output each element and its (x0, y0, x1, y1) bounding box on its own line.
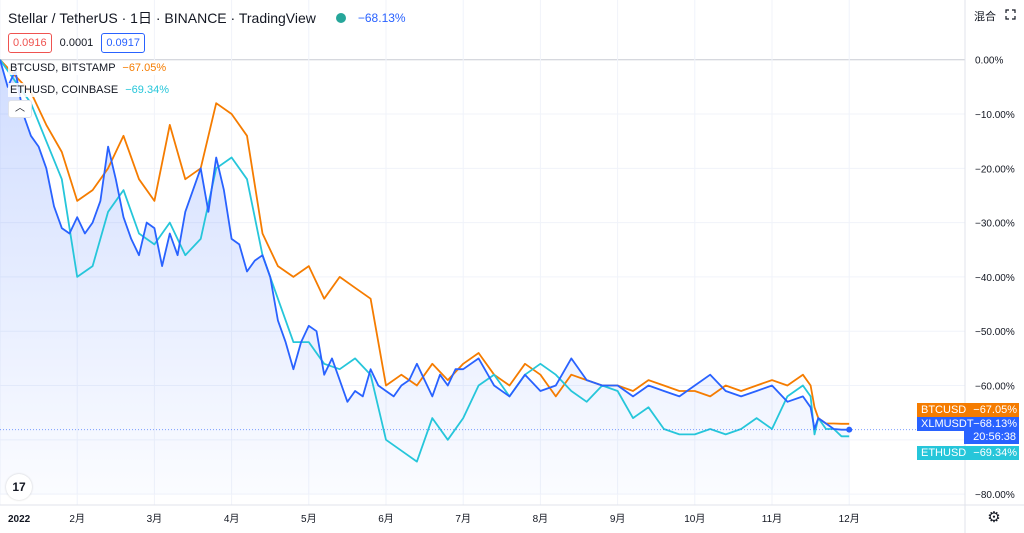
eth-price-tag: ETHUSD −69.34% (917, 446, 1019, 460)
y-tick-label: −80.00% (975, 490, 1015, 501)
tag-name: BTCUSD (921, 404, 967, 416)
title-separator: / (51, 10, 56, 26)
x-tick-label: 11月 (762, 513, 782, 525)
settings-gear-icon[interactable]: ⚙ (987, 509, 1001, 526)
price-quotes: 0.0916 0.0001 0.0917 (8, 33, 145, 53)
x-tick-label: 6月 (378, 513, 394, 525)
xlm-price-tag: XLMUSDT −68.13% (917, 417, 1019, 431)
legend-change: −69.34% (125, 84, 169, 96)
series-area-xlmusdt (0, 59, 850, 495)
legend-item-btc[interactable]: BTCUSD, BITSTAMP −67.05% (8, 61, 169, 75)
x-tick-label: 8月 (533, 513, 549, 525)
tag-value: −68.13% (973, 418, 1017, 430)
x-tick-label: 12月 (839, 513, 860, 525)
series-line-ethusd (0, 59, 850, 463)
header-change: −68.13% (357, 11, 406, 25)
legend-change: −67.05% (122, 62, 167, 74)
x-tick-label: 4月 (224, 513, 240, 525)
spread-value: 0.0001 (59, 37, 94, 49)
scale-mode-label[interactable]: 混合 (974, 11, 996, 23)
y-tick-label: −60.00% (975, 382, 1015, 393)
tag-name: ETHUSD (921, 447, 967, 459)
bid-price-button[interactable]: 0.0916 (8, 33, 52, 53)
y-tick-label: −30.00% (975, 219, 1015, 230)
x-tick-label: 5月 (301, 513, 317, 525)
time-axis[interactable]: 2022 2月 3月 4月 5月 6月 7月 8月 9月 10月 11月 12月 (0, 504, 1024, 525)
series-line-btcusd (0, 59, 850, 425)
y-tick-label: −50.00% (975, 327, 1015, 338)
x-tick-label: 3月 (147, 513, 163, 525)
y-tick-label: −40.00% (975, 273, 1015, 284)
interval-separator: · (121, 10, 127, 26)
fullscreen-icon[interactable] (1005, 9, 1016, 20)
legend-name: ETHUSD, COINBASE (10, 84, 119, 96)
collapse-legend-button[interactable]: ︿ (8, 100, 32, 118)
tag-value: −67.05% (973, 404, 1017, 416)
market-open-icon (335, 13, 346, 23)
y-tick-label: −10.00% (975, 110, 1015, 121)
last-price-marker (846, 426, 853, 433)
interval-label[interactable]: 1日 (130, 10, 152, 26)
chart-title: Stellar / TetherUS · 1日 · BINANCE · Trad… (8, 8, 406, 28)
ask-price-button[interactable]: 0.0917 (101, 33, 145, 53)
x-tick-label: 2022 (8, 514, 31, 525)
series-line-xlmusdt (0, 59, 850, 431)
symbol-name[interactable]: Stellar (8, 10, 48, 26)
tag-value: −69.34% (973, 447, 1017, 459)
btc-price-tag: BTCUSD −67.05% (917, 403, 1019, 417)
legend-name: BTCUSD, BITSTAMP (10, 62, 116, 74)
tag-name: XLMUSDT (921, 418, 974, 430)
y-tick-label: 0.00% (975, 56, 1003, 67)
x-tick-label: 7月 (455, 513, 471, 525)
legend-item-eth[interactable]: ETHUSD, COINBASE −69.34% (8, 83, 171, 97)
y-tick-label: −20.00% (975, 164, 1015, 175)
exchange-label: · BINANCE · TradingView (155, 10, 316, 26)
tradingview-logo-icon[interactable]: 17 (6, 474, 32, 500)
bar-countdown: 20:56:38 (964, 430, 1019, 444)
x-tick-label: 9月 (610, 513, 626, 525)
quote-name: TetherUS (59, 10, 118, 26)
x-tick-label: 10月 (684, 513, 705, 525)
chart-series (0, 59, 965, 495)
x-tick-label: 2月 (69, 513, 85, 525)
